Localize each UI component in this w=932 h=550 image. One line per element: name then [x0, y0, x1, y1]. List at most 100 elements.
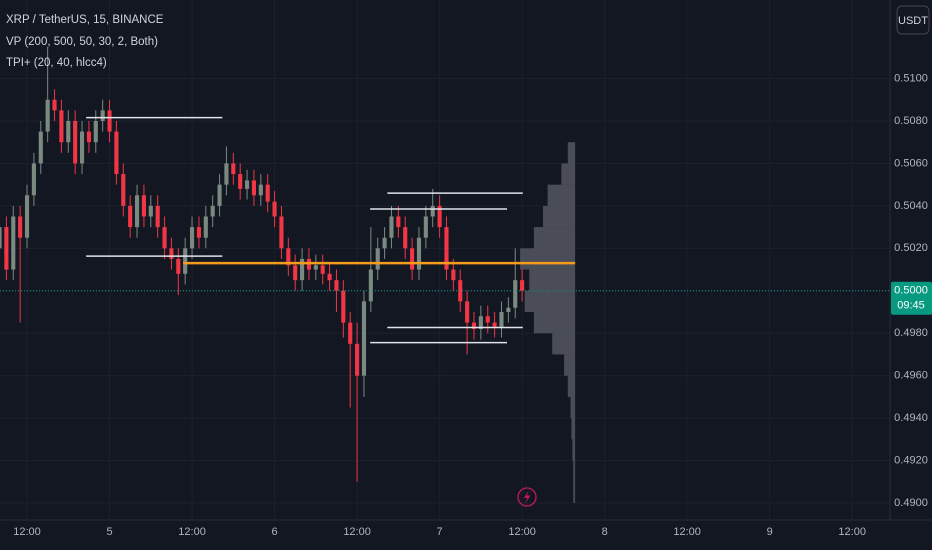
x-tick-label: 12:00	[673, 526, 701, 538]
candle-body	[348, 322, 353, 344]
candle-body	[4, 227, 9, 270]
candle-body	[403, 227, 408, 249]
x-tick-label: 12:00	[13, 526, 41, 538]
volume-profile-bar	[567, 142, 576, 164]
candle-body	[52, 99, 57, 111]
indicator-label: TPI+ (20, 40, hlcc4)	[6, 57, 107, 69]
currency-button-label[interactable]: USDT	[898, 15, 928, 27]
last-price-label: 0.5000	[894, 285, 928, 297]
candle-body	[313, 265, 318, 270]
candle-body	[361, 301, 367, 376]
candle-body	[430, 205, 435, 217]
candle-body	[437, 205, 442, 228]
volume-profile-bar	[552, 333, 576, 355]
candle-body	[148, 205, 153, 217]
volume-profile-bar	[573, 460, 576, 482]
candle-body	[59, 110, 64, 143]
candle-body	[286, 248, 291, 266]
candle-body	[416, 237, 422, 270]
last-price-tag	[891, 281, 932, 315]
volume-profile-bar	[520, 248, 576, 270]
x-tick-label: 12:00	[508, 526, 536, 538]
candle-body	[176, 258, 181, 274]
candle-body	[389, 216, 394, 238]
volume-profile-bar	[571, 418, 576, 440]
volume-profile-bar	[524, 290, 576, 312]
candle-body	[334, 280, 339, 291]
y-tick-label: 0.4960	[894, 370, 928, 382]
volume-profile-bar	[573, 481, 576, 504]
x-tick-label: 8	[602, 526, 608, 538]
chart-title: XRP / TetherUS, 15, BINANCE	[6, 14, 164, 26]
y-tick-label: 0.5060	[894, 157, 928, 169]
volume-profile-bar	[533, 312, 576, 334]
candle-body	[38, 131, 43, 164]
candle-body	[341, 290, 346, 323]
candle-body	[31, 163, 36, 196]
candle-body	[224, 163, 229, 185]
candle-body	[231, 163, 236, 175]
candle-body	[423, 216, 428, 238]
candle-body	[499, 312, 504, 327]
x-tick-label: 6	[272, 526, 278, 538]
candle-body	[189, 227, 195, 249]
countdown-label: 09:45	[897, 300, 925, 312]
candle-body	[355, 343, 360, 376]
candle-body	[272, 201, 277, 217]
candle-body	[458, 280, 463, 302]
candle-body	[155, 205, 160, 228]
candle-body	[396, 216, 401, 228]
replay-icon	[517, 487, 537, 507]
y-tick-label: 0.4920	[894, 454, 928, 466]
candle-body	[410, 248, 415, 270]
y-tick-label: 0.4900	[894, 497, 928, 509]
candle-body	[128, 205, 133, 228]
volume-profile-bar	[529, 269, 576, 291]
candle-body	[300, 258, 305, 281]
candle-body	[327, 273, 332, 281]
candle-body	[121, 174, 126, 206]
candle-body	[93, 120, 98, 143]
candle-body	[169, 248, 174, 259]
y-tick-label: 0.4940	[894, 412, 928, 424]
indicator-label: VP (200, 500, 50, 30, 2, Both)	[6, 36, 158, 48]
candle-body	[258, 184, 263, 196]
y-tick-label: 0.5080	[894, 115, 928, 127]
candle-body	[492, 322, 497, 327]
candle-body	[368, 269, 373, 302]
x-tick-label: 5	[106, 526, 112, 538]
candle-body	[45, 99, 50, 132]
candle-body	[471, 322, 477, 329]
candle-body	[183, 248, 188, 274]
candle-body	[134, 195, 140, 228]
candle-body	[506, 307, 511, 312]
candle-body	[444, 227, 449, 270]
candle-body	[320, 265, 325, 274]
y-tick-label: 0.5020	[894, 242, 928, 254]
candle-body	[210, 205, 215, 217]
volume-profile-bar	[570, 396, 576, 419]
candle-body	[279, 216, 284, 249]
candle-body	[86, 131, 91, 143]
y-tick-label: 0.4980	[894, 327, 928, 339]
candle-body	[485, 316, 490, 323]
candle-body	[162, 227, 167, 249]
volume-profile-bar	[561, 163, 576, 185]
volume-profile-bar	[543, 205, 576, 228]
candle-body	[265, 184, 270, 202]
volume-profile-bar	[547, 184, 576, 206]
candle-body	[73, 120, 78, 164]
candle-body	[141, 195, 146, 217]
candle-body	[196, 227, 201, 238]
candle-body	[100, 110, 105, 121]
candle-body	[11, 216, 16, 270]
x-tick-label: 12:00	[838, 526, 866, 538]
currency-button[interactable]	[896, 5, 930, 35]
candle-body	[79, 131, 85, 164]
candle-body	[251, 180, 257, 196]
x-tick-label: 9	[767, 526, 773, 538]
candle-body	[513, 280, 518, 308]
candle-body	[66, 120, 71, 143]
